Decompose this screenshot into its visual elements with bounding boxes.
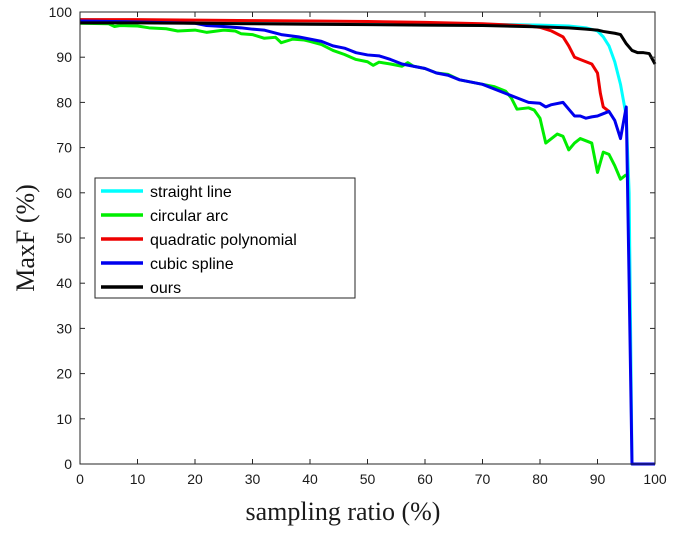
y-tick-label: 20 [56, 366, 72, 382]
x-axis-title: sampling ratio (%) [246, 497, 441, 526]
legend-label: circular arc [150, 208, 228, 225]
y-tick-label: 0 [64, 456, 72, 472]
series-line-1 [79, 21, 628, 181]
x-tick-label: 0 [76, 471, 84, 487]
legend-label: ours [150, 280, 181, 297]
y-tick-label: 70 [56, 140, 72, 156]
x-tick-label: 70 [475, 471, 491, 487]
x-tick-label: 80 [532, 471, 548, 487]
legend-label: straight line [150, 184, 232, 201]
y-tick-label: 100 [49, 4, 73, 20]
x-tick-label: 100 [643, 471, 667, 487]
y-tick-label: 40 [56, 275, 72, 291]
legend-label: quadratic polynomial [150, 232, 297, 249]
x-tick-label: 20 [187, 471, 203, 487]
legend-label: cubic spline [150, 256, 234, 273]
x-tick-label: 10 [130, 471, 146, 487]
series-line-2 [80, 18, 610, 113]
x-tick-label: 40 [302, 471, 318, 487]
legend: straight line circular arc quadratic polyn… [94, 177, 356, 299]
x-tick-label: 90 [590, 471, 606, 487]
x-tick-label: 60 [417, 471, 433, 487]
x-tick-label: 50 [360, 471, 376, 487]
y-tick-label: 50 [56, 230, 72, 246]
y-axis-title: MaxF (%) [11, 184, 40, 292]
y-tick-label: 60 [56, 185, 72, 201]
y-tick-label: 30 [56, 320, 72, 336]
y-tick-label: 80 [56, 94, 72, 110]
axes-layer: 0 10 20 30 40 50 60 70 80 90 100 0 10 20 30 40 50 60 70 80 9… [49, 4, 667, 487]
y-tick-label: 90 [56, 49, 72, 65]
y-tick-label: 10 [56, 411, 72, 427]
series-line-3 [79, 19, 655, 466]
series-line-4 [80, 21, 657, 65]
x-tick-label: 30 [245, 471, 261, 487]
series-layer [79, 18, 657, 466]
